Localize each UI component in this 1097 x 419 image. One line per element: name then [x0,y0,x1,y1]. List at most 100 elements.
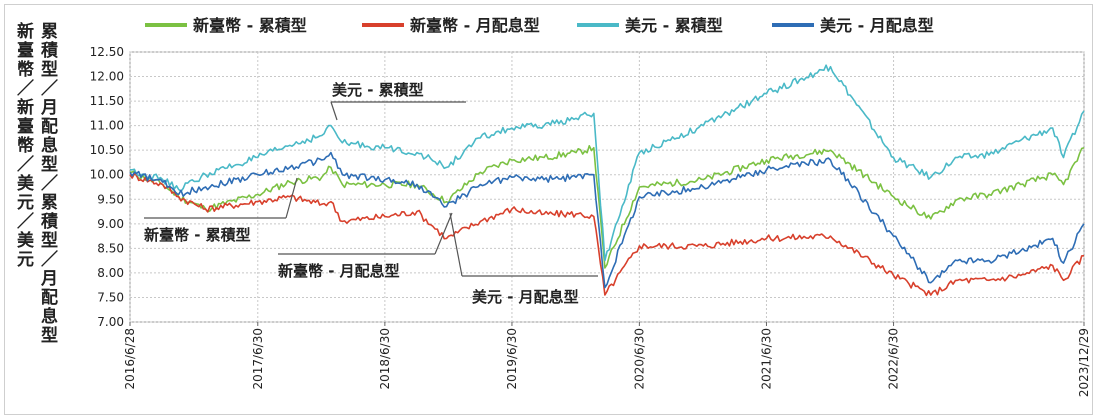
legend-label: 新臺幣 - 累積型 [193,16,307,35]
data-point [162,181,164,183]
y-tick-label: 7.00 [97,315,124,329]
data-point [702,245,704,247]
data-point [1062,279,1064,281]
data-point [289,144,291,146]
data-point [445,237,447,239]
data-point [638,245,640,247]
data-point [829,159,831,161]
data-point [956,198,958,200]
annotation-leader [330,101,338,121]
data-point [289,166,291,168]
annotation-leader [449,212,463,277]
data-point [593,112,595,114]
data-point [129,169,131,171]
data-point [178,196,180,198]
data-point [930,176,932,178]
data-point [321,134,323,136]
data-point [479,137,481,139]
data-point [445,166,447,168]
data-point [341,174,343,176]
data-point [204,208,206,210]
data-point [416,151,418,153]
data-point [289,181,291,183]
data-point [416,183,418,185]
data-point [604,294,606,296]
data-point [445,201,447,203]
y-tick-label: 9.50 [97,192,124,206]
data-point [1051,264,1053,266]
data-point [1019,274,1021,276]
y-tick-label: 7.50 [97,290,124,304]
data-point [604,259,606,261]
legend-label: 美元 - 月配息型 [820,16,934,35]
data-point [765,93,767,95]
data-point [178,193,180,195]
series-line [129,151,1085,289]
data-point [765,169,767,171]
annotation-leader [434,212,453,255]
y-tick-label: 8.50 [97,241,124,255]
data-point [575,213,577,215]
data-point [479,183,481,185]
data-point [384,183,386,185]
y-tick-label: 8.00 [97,266,124,280]
x-tick-label: 2018/6/30 [378,328,392,390]
data-point [204,174,206,176]
data-point [765,159,767,161]
data-point [829,66,831,68]
data-point [829,149,831,151]
data-point [575,151,577,153]
data-point [384,147,386,149]
data-point [204,186,206,188]
data-point [765,237,767,239]
data-point [511,176,513,178]
data-point [384,215,386,217]
data-point [930,218,932,220]
data-point [702,186,704,188]
annotation-leader [285,177,298,219]
data-point [479,220,481,222]
data-point [988,279,990,281]
annotation-label: 美元 - 月配息型 [472,288,579,306]
data-point [930,294,932,296]
data-point [892,235,894,237]
x-tick-label: 2022/6/30 [887,328,901,390]
series-line [129,145,1085,269]
x-tick-label: 2023/12/29 [1077,328,1091,397]
data-point [988,154,990,156]
data-point [892,274,894,276]
data-point [1019,250,1021,252]
data-point [384,178,386,180]
data-point [330,124,332,126]
data-point [511,159,513,161]
data-point [479,171,481,173]
x-tick-label: 2021/6/30 [759,328,773,390]
chart-frame [4,4,1093,415]
data-point [511,208,513,210]
data-point [416,210,418,212]
data-point [445,205,447,207]
data-point [543,178,545,180]
data-point [341,220,343,222]
data-point [1019,139,1021,141]
data-point [257,156,259,158]
data-point [1083,110,1085,112]
data-point [1051,174,1053,176]
data-point [956,279,958,281]
data-point [543,213,545,215]
y-tick-label: 9.00 [97,217,124,231]
x-tick-label: 2017/6/30 [251,328,265,390]
data-point [330,151,332,153]
data-point [511,127,513,129]
data-point [257,174,259,176]
data-point [593,215,595,217]
data-point [1019,183,1021,185]
data-point [1051,237,1053,239]
data-point [638,151,640,153]
legend-label: 新臺幣 - 月配息型 [410,16,540,35]
y-axis-label-column-1: 新臺幣／新臺幣／美元／美元 [13,22,33,269]
data-point [604,267,606,269]
data-point [956,259,958,261]
data-point [956,156,958,158]
